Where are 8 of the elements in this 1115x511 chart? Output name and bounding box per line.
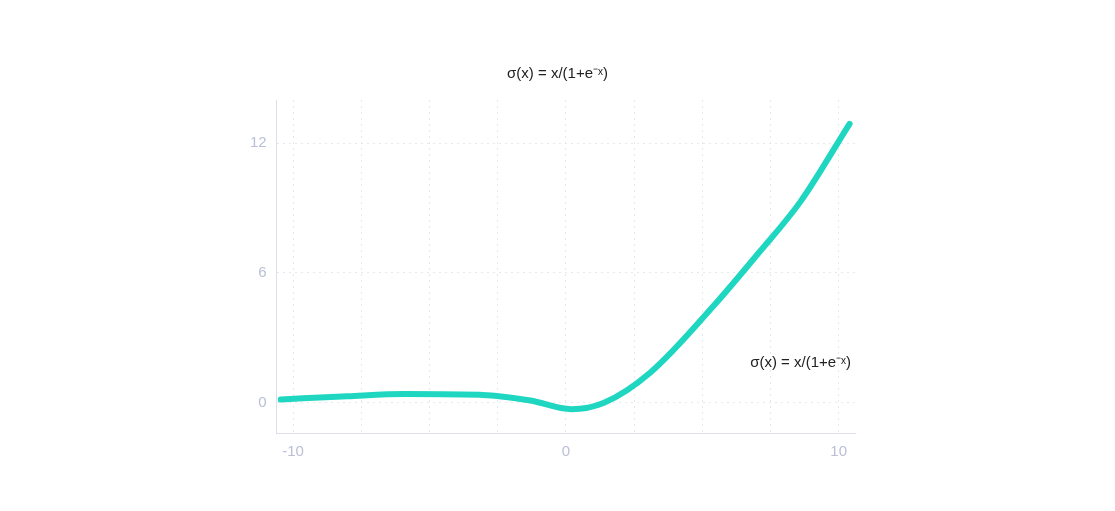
y-tick-label: 12 — [250, 133, 267, 151]
x-tick-label: 0 — [561, 442, 571, 460]
chart-title: σ(x) = x/(1+e⁻ˣ) — [506, 63, 609, 82]
annotation: σ(x) = x/(1+e⁻ˣ) — [750, 353, 851, 371]
x-tick-label: 10 — [830, 442, 847, 460]
y-tick-label: 0 — [258, 392, 267, 410]
y-tick-label: 6 — [258, 263, 267, 281]
x-tick-label: -10 — [282, 442, 304, 460]
